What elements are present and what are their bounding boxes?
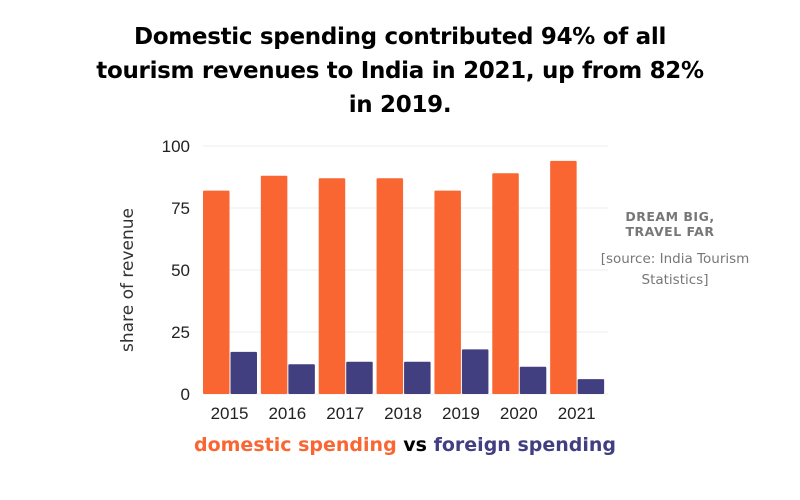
legend-vs: vs: [396, 434, 434, 456]
y-tick-label: 100: [162, 137, 190, 156]
bar-domestic-2018: [376, 178, 404, 394]
bar-foreign-2019: [461, 349, 489, 394]
chart-title: Domestic spending contributed 94% of all…: [96, 24, 704, 118]
bar-domestic-2020: [492, 173, 519, 394]
y-tick-label: 25: [171, 323, 190, 342]
y-tick-label: 0: [181, 385, 190, 404]
legend-foreign: foreign spending: [433, 434, 617, 456]
bar-foreign-2015: [230, 351, 257, 394]
y-tick-label: 75: [171, 199, 190, 218]
x-tick-label: 2019: [442, 404, 480, 423]
x-tick-label: 2018: [384, 404, 422, 423]
y-tick-label: 50: [171, 261, 190, 280]
x-tick-label: 2016: [268, 404, 306, 423]
bars: [203, 160, 605, 394]
bar-domestic-2021: [550, 160, 577, 394]
source-note: [source: India Tourism Statistics]: [600, 251, 750, 288]
bar-domestic-2017: [318, 178, 346, 394]
x-tick-label: 2020: [500, 404, 538, 423]
bar-foreign-2017: [346, 361, 373, 394]
brand-logo-text: DREAM BIG, TRAVEL FAR: [625, 209, 715, 239]
bar-foreign-2021: [577, 379, 605, 394]
legend-domestic: domestic spending: [193, 434, 397, 456]
x-tick-label: 2017: [326, 404, 364, 423]
x-tick-label: 2015: [211, 404, 249, 423]
y-axis-ticks: 0 25 50 75 100: [162, 137, 190, 404]
bar-domestic-2019: [434, 190, 461, 394]
x-tick-label: 2021: [558, 404, 596, 423]
x-axis-ticks: 2015 2016 2017 2018 2019 2020 2021: [211, 404, 596, 423]
bar-foreign-2016: [288, 364, 315, 394]
bar-domestic-2015: [203, 190, 230, 394]
legend: domestic spending vs foreign spending: [150, 434, 660, 456]
bar-domestic-2016: [260, 175, 288, 394]
bar-foreign-2018: [404, 361, 431, 394]
bar-foreign-2020: [519, 366, 547, 394]
y-axis-label: share of revenue: [118, 208, 138, 352]
